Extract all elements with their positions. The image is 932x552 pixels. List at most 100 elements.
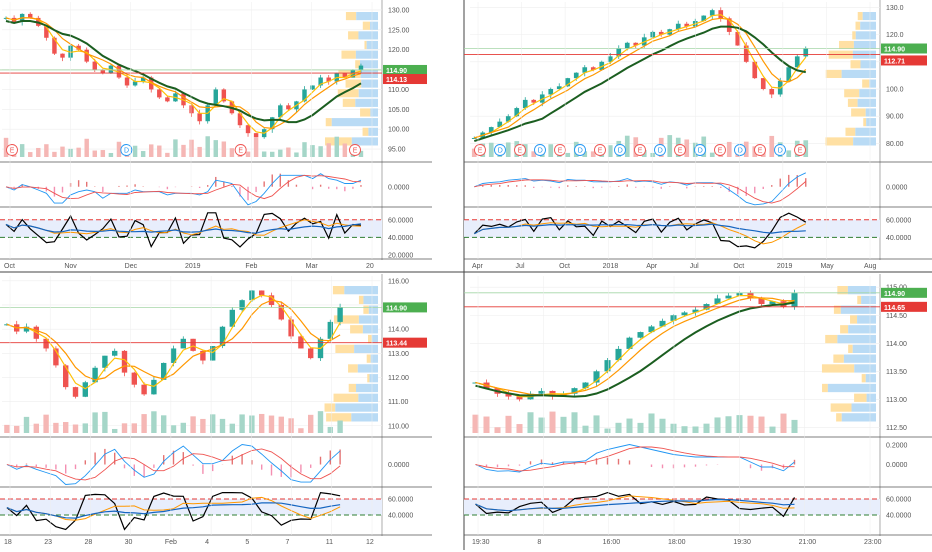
volume-profile-bar	[348, 31, 359, 40]
event-marker-circle	[514, 144, 526, 156]
rsi-slow-line	[5, 223, 362, 234]
volume-profile-bar	[840, 305, 876, 314]
rsi-slow-line	[6, 502, 341, 519]
volume-profile-bar	[350, 325, 363, 334]
rsi-slow-line	[475, 498, 795, 512]
last-price-badge	[383, 302, 427, 313]
last-price-badge	[383, 64, 427, 75]
candle-body	[310, 85, 315, 90]
x-tick-label: 4	[205, 539, 209, 546]
candle-body	[100, 69, 106, 74]
event-marker-label: D	[578, 148, 583, 155]
price-tick-label: 90.00	[886, 114, 904, 121]
candle-body	[752, 61, 758, 79]
rsi-tick-label: 60.0000	[886, 497, 911, 504]
volume-bar	[648, 413, 655, 433]
event-marker-circle	[120, 144, 133, 156]
candle-body	[522, 99, 528, 109]
volume-bar	[197, 146, 202, 157]
volume-bar	[92, 150, 97, 157]
volume-profile-bar	[325, 118, 332, 127]
volume-bar	[758, 416, 765, 433]
x-tick-label: Oct	[4, 263, 15, 270]
volume-bar	[538, 417, 545, 433]
volume-profile-bar	[371, 334, 378, 344]
volume-bar	[527, 412, 534, 433]
moving-average-slow	[5, 20, 362, 124]
x-tick-label: 30	[125, 539, 133, 546]
volume-profile-bar	[850, 60, 861, 69]
volume-profile-bar	[857, 12, 863, 21]
x-tick-label: 12	[366, 539, 374, 546]
event-marker-label: E	[638, 148, 643, 155]
volume-profile-bar	[357, 364, 378, 373]
candle-body	[286, 105, 291, 110]
volume-profile-bar	[841, 413, 876, 422]
x-tick-label: Oct	[733, 263, 744, 270]
volume-bar	[582, 151, 588, 157]
macd-line	[475, 444, 795, 473]
volume-profile-bar	[367, 374, 370, 383]
ref-price-badge	[881, 301, 927, 312]
volume-bar	[121, 423, 128, 433]
event-marker-label: D	[698, 148, 703, 155]
volume-profile-bar	[857, 98, 876, 107]
candle-body	[288, 319, 294, 337]
rsi-tick-label: 60.0000	[388, 217, 413, 224]
event-marker-label: E	[718, 148, 723, 155]
price-tick-label: 95.00	[388, 147, 406, 154]
macd-signal-line	[475, 446, 795, 472]
volume-bar	[210, 414, 216, 433]
rsi-ma-line	[6, 496, 341, 521]
volume-bar	[23, 416, 30, 433]
volume-bar	[298, 428, 304, 433]
candle-body	[84, 49, 89, 62]
rsi-band	[0, 499, 382, 515]
volume-bar	[308, 414, 314, 433]
event-marker-label: E	[598, 148, 603, 155]
volume-bar	[245, 151, 251, 157]
candle-body	[200, 350, 206, 361]
event-marker-label: D	[778, 148, 783, 155]
event-marker-circle	[734, 144, 746, 156]
candle-body	[151, 379, 157, 395]
volume-profile-bar	[363, 295, 378, 305]
volume-bar	[791, 419, 798, 433]
x-tick-label: 23	[44, 539, 52, 546]
macd-tick-label: 0.2000	[886, 443, 908, 450]
rsi-tick-label: 40.0000	[886, 513, 911, 520]
event-marker-circle	[654, 144, 666, 156]
event-marker-circle	[714, 144, 726, 156]
candle-body	[803, 48, 809, 57]
macd-line	[5, 173, 362, 206]
candle-body	[571, 388, 578, 394]
candle-body	[684, 23, 690, 27]
volume-bar	[43, 414, 49, 433]
volume-profile-bar	[843, 354, 876, 363]
candle-body	[112, 350, 118, 356]
volume-profile-bar	[869, 79, 876, 88]
volume-bar	[278, 416, 284, 433]
candle-body	[758, 298, 765, 305]
rsi-ma-line	[474, 222, 807, 245]
volume-bar	[161, 415, 167, 433]
volume-bar	[253, 137, 259, 157]
volume-bar	[769, 135, 775, 157]
x-tick-label: 2019	[777, 263, 793, 270]
volume-bar	[72, 424, 79, 433]
event-marker-circle	[6, 144, 18, 156]
candle-body	[213, 89, 218, 106]
volume-profile-bar	[861, 295, 876, 305]
volume-profile-bar	[333, 393, 359, 402]
volume-bar	[769, 426, 776, 433]
volume-profile-bar	[830, 403, 852, 412]
last-price-label: 114.90	[884, 291, 905, 298]
candle-body	[337, 307, 343, 322]
volume-bar	[229, 423, 235, 433]
candle-body	[23, 326, 30, 332]
ref-price-badge	[881, 55, 927, 66]
event-marker-circle	[754, 144, 766, 156]
candle-body	[726, 18, 732, 32]
event-marker-label: D	[124, 148, 129, 155]
volume-profile-bar	[855, 127, 876, 136]
